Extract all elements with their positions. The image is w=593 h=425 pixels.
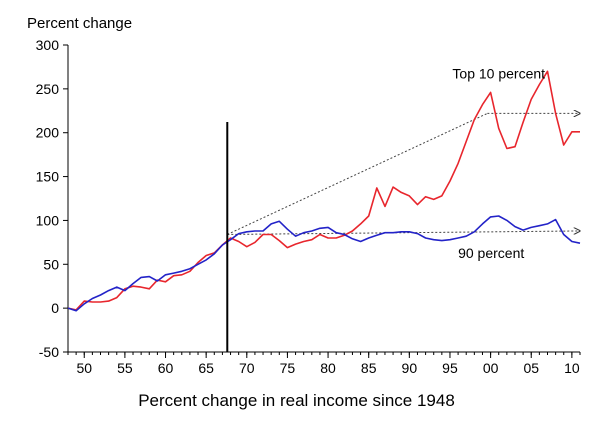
- y-tick-label: 150: [36, 169, 60, 185]
- y-axis-title: Percent change: [27, 15, 133, 32]
- x-tick-label: 90: [402, 360, 418, 376]
- y-tick-label: 300: [36, 37, 60, 53]
- y-tick-label: 200: [36, 125, 60, 141]
- x-tick-label: 75: [280, 360, 296, 376]
- x-tick-label: 05: [523, 360, 539, 376]
- y-tick-label: 50: [43, 256, 59, 272]
- series-annotation: 90 percent: [458, 245, 524, 261]
- x-axis-title: Percent change in real income since 1948: [138, 391, 455, 410]
- x-tick-label: 00: [483, 360, 499, 376]
- series-line: [67, 215, 581, 312]
- x-tick-label: 55: [117, 360, 133, 376]
- series-annotation: Top 10 percent: [452, 65, 545, 81]
- x-tick-label: 60: [158, 360, 174, 376]
- x-tick-label: 70: [239, 360, 255, 376]
- y-tick-label: -50: [39, 344, 59, 360]
- x-tick-label: 10: [564, 360, 580, 376]
- trend-arrows: [227, 112, 580, 235]
- x-tick-label: 85: [361, 360, 377, 376]
- y-tick-label: 100: [36, 212, 60, 228]
- annotations: Top 10 percent 90 percent: [452, 65, 545, 261]
- x-tick-label: 50: [76, 360, 92, 376]
- trend-arrow: [227, 231, 580, 235]
- y-tick-label: 0: [51, 300, 59, 316]
- series-lines: [67, 70, 581, 312]
- x-tick-label: 65: [198, 360, 214, 376]
- x-tick-label: 95: [442, 360, 458, 376]
- series-line: [67, 70, 580, 311]
- x-tick-label: 80: [320, 360, 336, 376]
- trend-arrow-rise: [227, 112, 488, 235]
- y-tick-label: 250: [36, 81, 60, 97]
